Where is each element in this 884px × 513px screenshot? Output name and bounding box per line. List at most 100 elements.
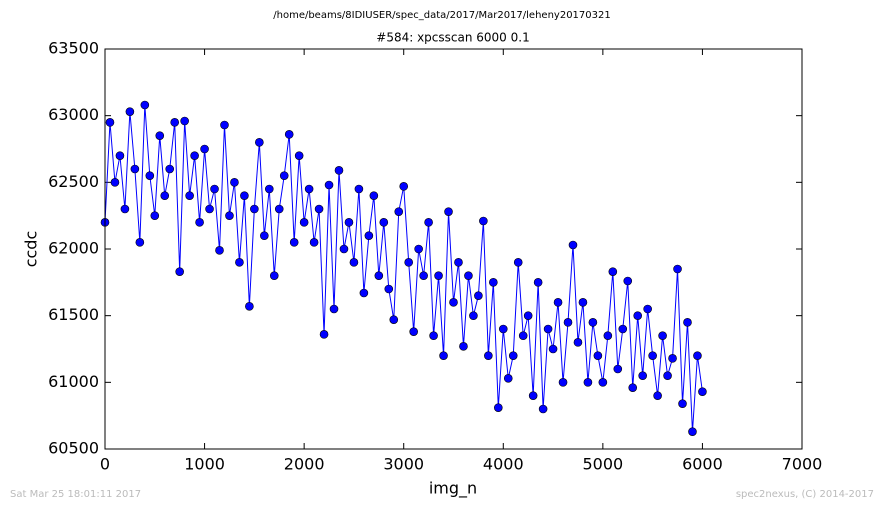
- suptitle: /home/beams/8IDIUSER/spec_data/2017/Mar2…: [273, 10, 610, 21]
- point: [125, 107, 135, 116]
- point: [538, 404, 548, 414]
- point: [494, 403, 503, 412]
- y-tick-label: 63000: [48, 105, 99, 124]
- point: [255, 138, 264, 147]
- point: [503, 374, 513, 383]
- point: [349, 258, 359, 267]
- point: [294, 151, 304, 160]
- point: [240, 191, 249, 200]
- point: [215, 246, 224, 255]
- footer-right: spec2nexus, (C) 2014-2017: [736, 489, 874, 500]
- point: [274, 204, 284, 214]
- point: [364, 231, 374, 240]
- point: [105, 118, 115, 127]
- point: [264, 184, 274, 194]
- point: [245, 302, 254, 311]
- point: [484, 351, 493, 360]
- point: [354, 184, 364, 194]
- point: [304, 184, 314, 194]
- point: [180, 116, 189, 126]
- point: [135, 238, 145, 247]
- point: [190, 151, 199, 160]
- point: [394, 207, 404, 216]
- point: [613, 364, 623, 374]
- point: [115, 151, 125, 160]
- x-tick-label: 4000: [483, 455, 524, 474]
- point: [573, 338, 583, 347]
- point: [289, 238, 299, 247]
- point: [603, 331, 613, 340]
- point: [588, 318, 598, 327]
- point: [648, 351, 657, 360]
- point: [693, 351, 702, 360]
- point: [653, 391, 662, 400]
- point: [414, 244, 423, 254]
- point: [250, 204, 259, 214]
- point: [583, 378, 593, 387]
- y-axis-label: ccdc: [22, 231, 41, 268]
- point: [195, 218, 204, 227]
- chart-title: #584: xpcsscan 6000 0.1: [376, 31, 529, 45]
- point: [464, 271, 473, 280]
- point: [120, 204, 130, 214]
- point: [140, 100, 150, 110]
- point: [698, 387, 707, 396]
- point: [220, 120, 229, 130]
- point: [558, 378, 568, 387]
- point: [469, 311, 478, 320]
- y-tick-label: 60500: [48, 439, 99, 458]
- point: [658, 331, 667, 340]
- point: [444, 207, 453, 216]
- point: [593, 351, 603, 360]
- point: [165, 164, 175, 174]
- point: [518, 331, 528, 340]
- x-tick-label: 1000: [184, 455, 225, 474]
- point: [508, 351, 518, 360]
- x-tick-label: 3000: [383, 455, 424, 474]
- plot-frame: [104, 48, 803, 450]
- point: [683, 318, 692, 327]
- x-tick-label: 0: [100, 455, 110, 474]
- point: [623, 276, 633, 286]
- point: [678, 399, 687, 408]
- point: [329, 304, 339, 314]
- point: [479, 216, 488, 226]
- point: [548, 344, 558, 354]
- point: [598, 378, 608, 387]
- point: [200, 144, 209, 154]
- point: [429, 331, 438, 340]
- point: [513, 258, 523, 267]
- point: [210, 184, 219, 194]
- point: [225, 211, 234, 220]
- point: [419, 271, 428, 280]
- point: [568, 240, 578, 250]
- point: [324, 180, 334, 190]
- point: [459, 342, 468, 351]
- point: [374, 271, 384, 280]
- point: [319, 330, 329, 339]
- point: [434, 271, 443, 280]
- point: [618, 324, 628, 334]
- point: [489, 278, 498, 287]
- point: [688, 427, 697, 436]
- point: [628, 383, 638, 392]
- point: [498, 324, 508, 334]
- y-tick-label: 62500: [48, 172, 99, 191]
- footer-left: Sat Mar 25 18:01:11 2017: [10, 489, 141, 500]
- point: [110, 178, 120, 187]
- point: [279, 171, 289, 180]
- x-tick-label: 6000: [682, 455, 723, 474]
- point: [389, 315, 399, 324]
- x-axis-label: img_n: [429, 479, 477, 499]
- point: [359, 288, 369, 298]
- point: [130, 164, 140, 174]
- y-tick-label: 62000: [48, 239, 99, 258]
- point: [663, 371, 672, 380]
- point: [633, 311, 643, 320]
- point: [145, 171, 155, 180]
- point: [384, 284, 394, 294]
- point: [369, 191, 379, 200]
- point: [339, 244, 349, 254]
- x-tick-label: 2000: [284, 455, 325, 474]
